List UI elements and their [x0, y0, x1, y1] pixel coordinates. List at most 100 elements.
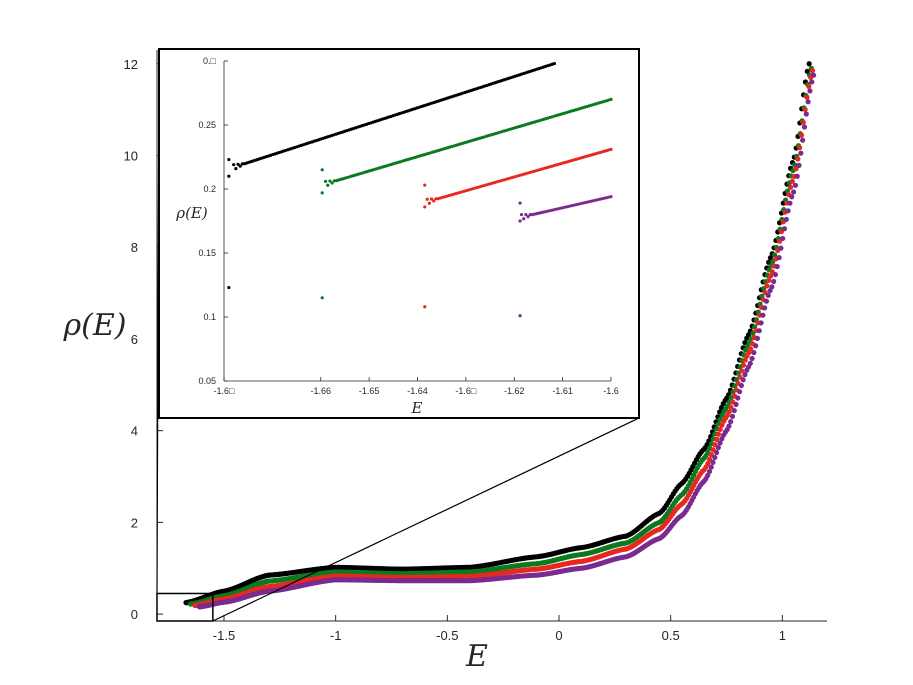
- inset-data-point: [609, 147, 613, 151]
- inset-y-tick-label: 0.15: [198, 248, 216, 258]
- main-data-point: [809, 79, 815, 85]
- main-data-point: [804, 94, 810, 100]
- main-data-point: [809, 68, 816, 74]
- main-data-point: [708, 464, 714, 470]
- main-data-point: [796, 162, 802, 168]
- inset-data-point: [238, 164, 242, 168]
- main-data-point: [754, 335, 761, 342]
- main-data-point: [787, 184, 794, 190]
- main-data-point: [772, 271, 779, 278]
- main-data-point: [764, 283, 770, 289]
- main-data-point: [705, 460, 711, 467]
- main-data-point: [802, 106, 808, 113]
- inset-y-tick-label: 0.05: [198, 376, 216, 386]
- main-y-axis-label: ρ(E): [63, 308, 127, 343]
- inset-data-point: [518, 219, 522, 223]
- inset-data-point: [328, 179, 332, 183]
- main-data-point: [733, 401, 739, 407]
- inset-series-group: [423, 147, 613, 309]
- main-data-point: [706, 468, 713, 475]
- inset-data-point: [427, 201, 431, 205]
- inset-data-point: [236, 162, 240, 166]
- main-x-tick-label: 0.5: [662, 628, 680, 643]
- inset-data-point: [227, 174, 231, 178]
- main-data-point: [762, 305, 768, 311]
- inset-data-point: [330, 181, 334, 185]
- inset-data-point: [524, 213, 528, 217]
- inset-x-tick-label: -1.64: [407, 386, 428, 396]
- main-data-point: [728, 419, 734, 425]
- main-data-point: [792, 182, 798, 188]
- main-data-point: [801, 124, 808, 130]
- inset-x-tick-label: -1.6: [603, 386, 619, 396]
- main-data-point: [780, 235, 786, 242]
- inset-data-point: [518, 201, 522, 205]
- inset-x-tick-label: -1.6□: [455, 386, 477, 396]
- main-axes: -1.5 -1 -0.5 0 0.5 1 0 2 4 6 8 10 12: [124, 50, 827, 643]
- main-x-tick-label: -1.5: [213, 628, 235, 643]
- main-data-point: [717, 426, 723, 432]
- main-data-point: [800, 119, 806, 125]
- main-data-point: [792, 162, 798, 168]
- inset-data-point: [232, 163, 236, 167]
- main-data-point: [742, 357, 748, 363]
- main-data-point: [805, 99, 811, 105]
- inset-data-point: [227, 157, 231, 162]
- main-y-tick-label: 4: [131, 424, 138, 439]
- main-data-point: [740, 362, 747, 368]
- main-data-point: [731, 407, 737, 414]
- inset-data-point: [320, 296, 324, 300]
- main-data-point: [715, 445, 721, 451]
- main-data-point: [712, 441, 718, 448]
- main-data-point: [747, 360, 753, 366]
- inset-data-point: [423, 183, 427, 187]
- main-data-point: [795, 156, 801, 162]
- main-data-point: [751, 349, 757, 356]
- main-data-point: [712, 454, 718, 461]
- main-y-tick-label: 10: [124, 148, 138, 163]
- zoom-box: [156, 592, 214, 622]
- main-data-point: [729, 413, 736, 419]
- main-x-axis-label: E: [465, 639, 488, 674]
- inset-x-tick-label: -1.62: [504, 386, 525, 396]
- main-series-group: [183, 61, 812, 606]
- main-data-point: [706, 456, 713, 462]
- main-y-tick-label: 2: [131, 515, 138, 530]
- main-x-tick-label: -0.5: [436, 628, 458, 643]
- main-y-ticks: 0 2 4 6 8 10 12: [124, 57, 163, 622]
- inset-data-point: [323, 179, 328, 183]
- inset-y-tick-label: 0.2: [203, 184, 216, 194]
- inset-x-tick-label: -1.6□: [214, 386, 236, 396]
- main-data-point: [742, 372, 748, 378]
- inset-data-point: [423, 205, 427, 209]
- main-data-point: [758, 320, 764, 326]
- main-y-tick-label: 0: [131, 607, 138, 622]
- inset-x-tick-label: -1.61: [552, 386, 573, 396]
- main-data-point: [800, 137, 806, 143]
- inset-data-point: [609, 97, 613, 101]
- main-data-point: [807, 88, 813, 94]
- inset-x-axis-label: E: [411, 399, 423, 417]
- inset-data-point: [519, 213, 524, 217]
- main-data-point: [765, 292, 771, 299]
- main-y-tick-label: 8: [131, 240, 138, 255]
- main-x-tick-label: -1: [330, 628, 342, 643]
- main-x-ticks: -1.5 -1 -0.5 0 0.5 1: [213, 615, 786, 643]
- main-data-point: [787, 200, 793, 206]
- main-data-point: [766, 277, 772, 283]
- main-data-point: [748, 346, 754, 352]
- main-data-point: [760, 312, 766, 318]
- inset-x-ticks: -1.6□ -1.66 -1.65 -1.64 -1.6□ -1.62 -1.61 -1.6: [214, 377, 619, 396]
- main-data-point: [726, 423, 732, 429]
- inset-series-group: [320, 97, 613, 300]
- inset-y-ticks: 0.05 0.1 0.15 0.2 0.25 0.□: [198, 56, 228, 386]
- main-data-point: [763, 298, 770, 304]
- inset-data-point: [326, 183, 330, 187]
- inset-data-point: [432, 199, 436, 203]
- inset-data-point: [526, 215, 530, 219]
- main-data-point: [803, 111, 809, 117]
- zoom-connector-bottom: [212, 417, 640, 622]
- main-data-point: [789, 194, 795, 200]
- main-plot-series: [183, 61, 817, 610]
